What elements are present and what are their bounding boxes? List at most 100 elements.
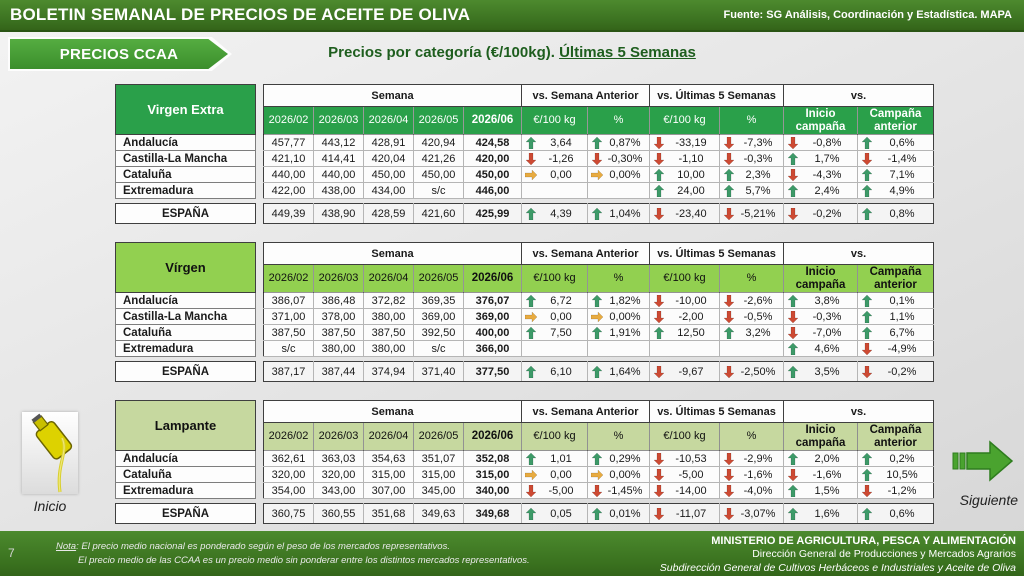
week-header-cell: 2026/05: [413, 422, 464, 451]
arrow-right-icon: [591, 468, 603, 481]
week-header-cell: 2026/05: [413, 264, 464, 293]
change-cell: 1,64%: [587, 361, 650, 382]
page-number: 7: [8, 546, 15, 560]
arrow-up-icon: [787, 452, 799, 465]
week-value-cell: s/c: [413, 182, 464, 199]
week-value-cell: 374,94: [363, 361, 414, 382]
week-header-cell: 2026/04: [363, 264, 414, 293]
week-value-cell: 386,07: [263, 292, 314, 309]
arrow-up-icon: [787, 342, 799, 355]
arrow-down-icon: [723, 207, 735, 220]
week-header-cell: 2026/04: [363, 422, 414, 451]
change-cell: [587, 340, 650, 357]
week-value-cell: 378,00: [313, 308, 364, 325]
next-arrow-icon: [952, 440, 1014, 482]
week-header-cell: 2026/03: [313, 106, 364, 135]
espana-total-table: ESPAÑA 449,39 438,90 428,59 421,60 425,99 4,39…: [115, 203, 934, 224]
arrow-up-icon: [861, 310, 873, 323]
week-value-cell: 438,90: [313, 203, 364, 224]
subdirection-general: Subdirección General de Cultivos Herbáce…: [659, 561, 1016, 574]
group-header-semana: Semana: [263, 242, 522, 265]
section-banner-label: PRECIOS CCAA: [10, 39, 228, 69]
change-cell: 1,04%: [587, 203, 650, 224]
arrow-up-icon: [525, 294, 537, 307]
arrow-right-icon: [591, 168, 603, 181]
inicio-label[interactable]: Inicio: [33, 498, 67, 514]
change-cell: 0,00: [521, 308, 588, 325]
arrow-up-icon: [525, 207, 537, 220]
direction-general: Dirección General de Producciones y Merc…: [752, 548, 1016, 561]
change-cell: -1,10: [649, 150, 720, 167]
tables-area: Virgen Extra Semana vs. Semana Anterior vs.…: [115, 84, 935, 542]
col-header-pct: %: [719, 422, 784, 451]
inicio-nav-image[interactable]: [22, 412, 78, 494]
week-value-cell: 369,00: [413, 308, 464, 325]
week-value-cell: 387,50: [263, 324, 314, 341]
change-cell: -7,3%: [719, 134, 784, 151]
siguiente-button[interactable]: [952, 438, 1014, 484]
week-value-cell: 434,00: [363, 182, 414, 199]
week-value-cell: 446,00: [463, 182, 522, 199]
table-header-row-groups: Virgen Extra Semana vs. Semana Anterior vs.…: [115, 84, 935, 135]
change-cell: 0,00: [521, 466, 588, 483]
page-title-underlined: Últimas 5 Semanas: [559, 44, 696, 61]
col-header-pct: %: [587, 264, 650, 293]
ministry-name: MINISTERIO DE AGRICULTURA, PESCA Y ALIME…: [711, 535, 1016, 547]
arrow-down-icon: [653, 468, 665, 481]
change-cell: 2,0%: [783, 450, 858, 467]
arrow-up-icon: [861, 168, 873, 181]
espana-total-table: ESPAÑA 360,75 360,55 351,68 349,63 349,68 0,05…: [115, 503, 934, 524]
change-cell: 0,01%: [587, 503, 650, 524]
arrow-down-icon: [723, 507, 735, 520]
arrow-down-icon: [861, 342, 873, 355]
region-label-cell: Andalucía: [115, 134, 256, 151]
category-cell: Virgen Extra: [115, 84, 256, 135]
week-value-cell: 315,00: [463, 466, 522, 483]
table-row: Castilla-La Mancha 421,10 414,41 420,04 421,…: [115, 150, 935, 167]
bulletin-title: BOLETIN SEMANAL DE PRECIOS DE ACEITE DE …: [10, 5, 471, 24]
siguiente-label[interactable]: Siguiente: [959, 492, 1018, 508]
change-cell: -0,3%: [719, 150, 784, 167]
price-table-v-rgen: Vírgen Semana vs. Semana Anterior vs. Últim…: [115, 242, 935, 382]
change-cell: 0,2%: [856, 450, 935, 467]
change-cell: [521, 340, 588, 357]
table-row: Andalucía 362,61 363,03 354,63 351,07 352,08 1…: [115, 450, 935, 467]
arrow-down-icon: [653, 136, 665, 149]
week-value-cell: 420,94: [413, 134, 464, 151]
col-header-eur: €/100 kg: [649, 422, 720, 451]
arrow-up-icon: [861, 452, 873, 465]
change-cell: -5,00: [649, 466, 720, 483]
week-value-cell: 420,04: [363, 150, 414, 167]
change-cell: 6,7%: [856, 324, 935, 341]
week-value-cell: 354,63: [363, 450, 414, 467]
espana-row: ESPAÑA 387,17 387,44 374,94 371,40 377,50 6,10…: [115, 361, 934, 382]
group-header-semana: Semana: [263, 400, 522, 423]
week-value-cell: 380,00: [363, 340, 414, 357]
change-cell: 24,00: [649, 182, 720, 199]
table-row: Cataluña 440,00 440,00 450,00 450,00 450,00 0,…: [115, 166, 935, 183]
arrow-up-icon: [525, 326, 537, 339]
arrow-up-icon: [787, 184, 799, 197]
week-value-cell: 450,00: [413, 166, 464, 183]
change-cell: 4,6%: [783, 340, 858, 357]
change-cell: 1,6%: [783, 503, 858, 524]
week-value-cell: 428,59: [363, 203, 414, 224]
change-cell: -33,19: [649, 134, 720, 151]
week-value-cell: 420,00: [463, 150, 522, 167]
week-value-cell: 392,50: [413, 324, 464, 341]
arrow-up-icon: [787, 507, 799, 520]
week-value-cell: 343,00: [313, 482, 364, 499]
group-header-vs: vs.: [782, 84, 935, 107]
week-value-cell: 387,50: [313, 324, 364, 341]
col-header-inicio-campana: Inicio campaña: [783, 106, 858, 135]
category-cell: Lampante: [115, 400, 256, 451]
week-value-cell: 421,10: [263, 150, 314, 167]
espana-label-cell: ESPAÑA: [115, 503, 256, 524]
arrow-up-icon: [591, 136, 603, 149]
change-cell: 2,4%: [783, 182, 858, 199]
week-value-cell: 450,00: [463, 166, 522, 183]
change-cell: 0,6%: [856, 134, 935, 151]
arrow-down-icon: [653, 207, 665, 220]
arrow-up-icon: [861, 184, 873, 197]
